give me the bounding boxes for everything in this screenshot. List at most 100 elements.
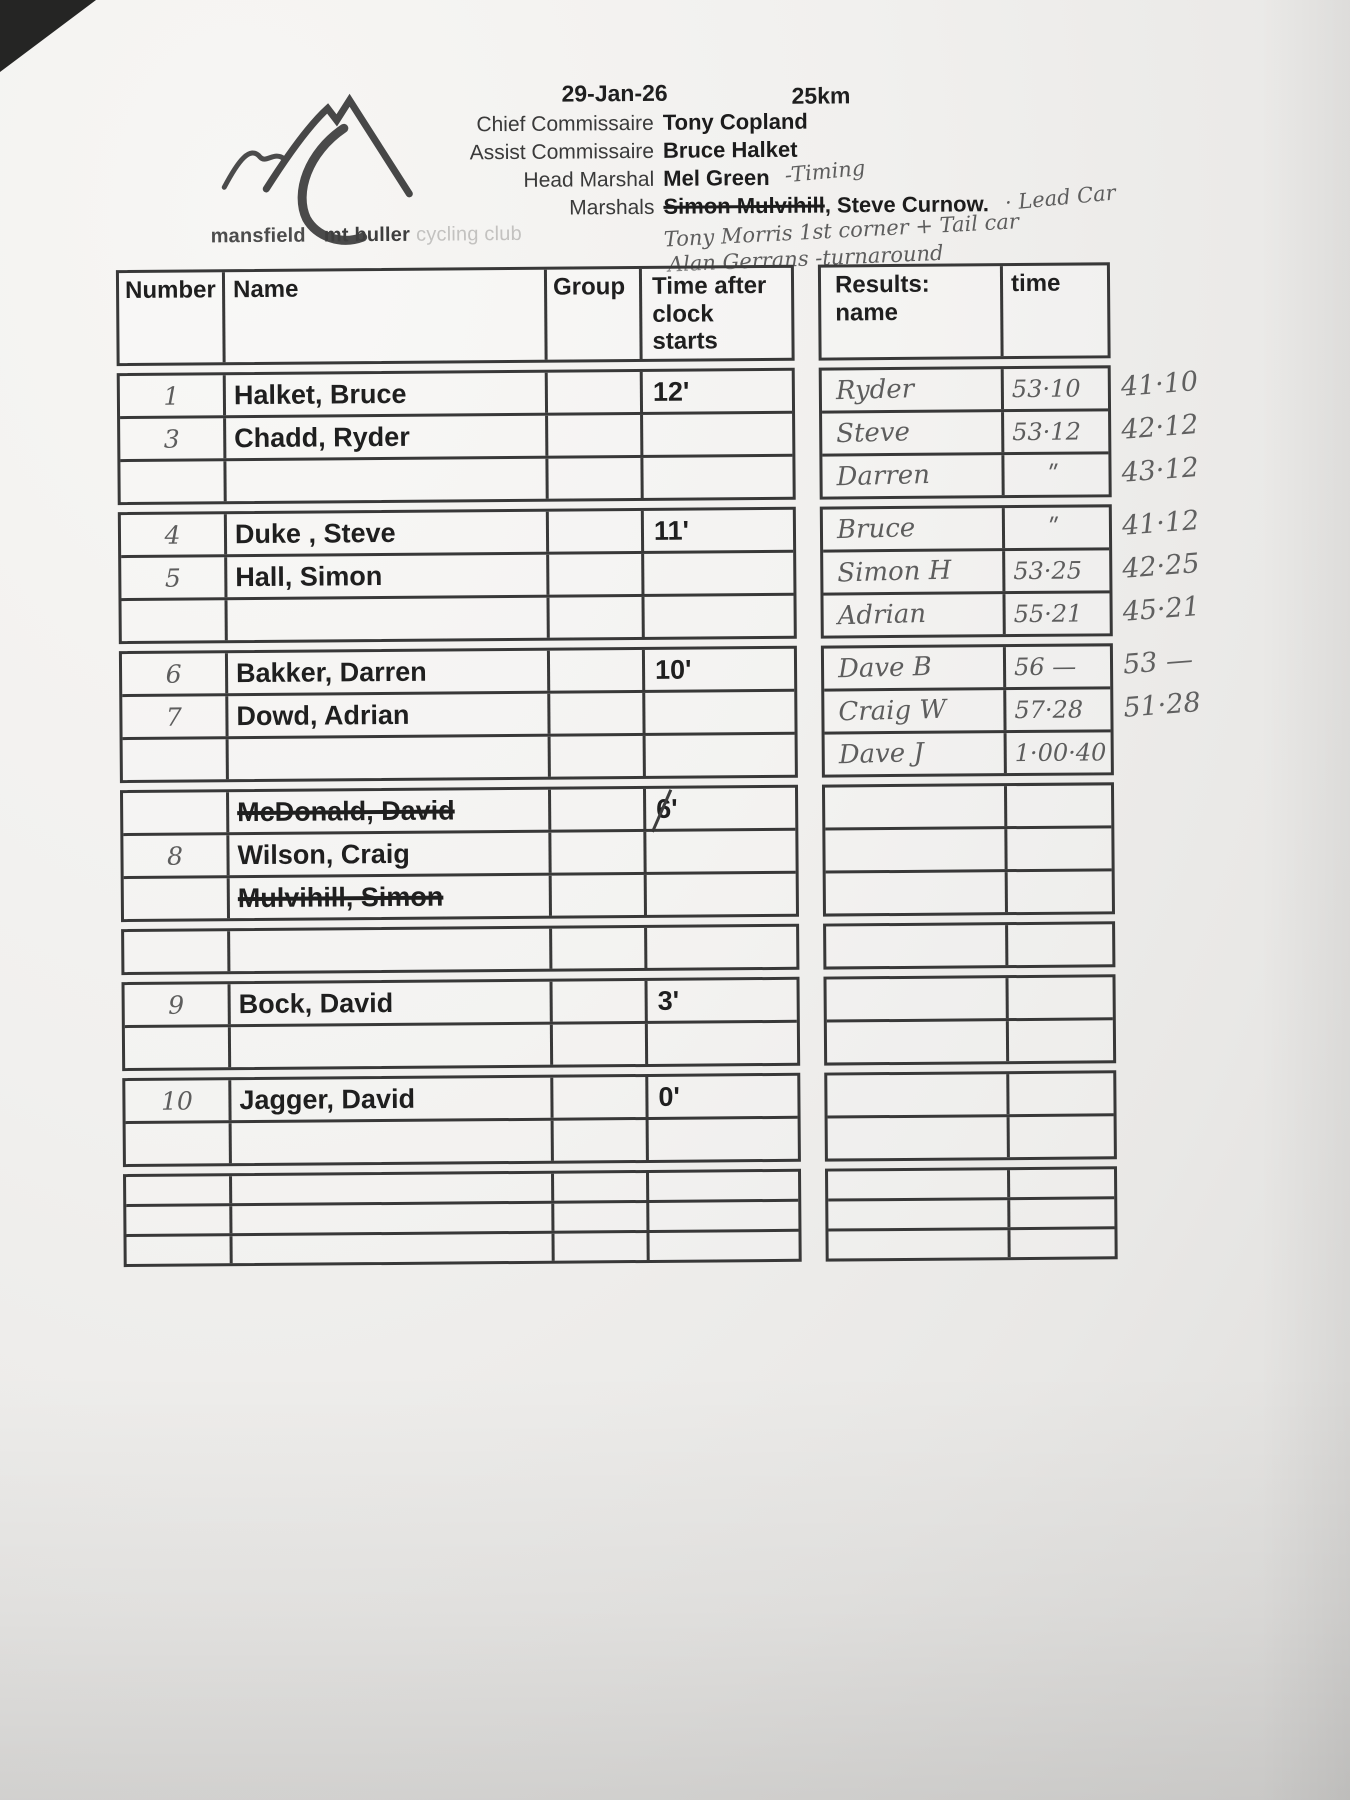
margin-net-time-note: 42·25 xyxy=(1121,547,1201,585)
margin-net-time-note: 41·10 xyxy=(1119,365,1200,403)
result-row xyxy=(828,1196,1115,1229)
result-name-cell xyxy=(825,872,1008,914)
start-offset-cell xyxy=(649,1202,798,1230)
rider-name-cell: Jagger, David xyxy=(231,1077,554,1121)
start-offset: 12' xyxy=(652,376,690,407)
rider-name-cell: Hall, Simon xyxy=(227,554,550,598)
club-logo-text: mansfield mt buller cycling club xyxy=(211,223,522,248)
start-row: 9 Bock, David 3' xyxy=(124,980,797,1026)
header-group: Group xyxy=(546,268,643,360)
result-time-handwritten: 53·10 xyxy=(1011,374,1081,404)
header-results-time: time xyxy=(1010,269,1061,298)
result-time-cell xyxy=(1009,1073,1113,1114)
group-cell xyxy=(552,1023,649,1065)
group-cell xyxy=(554,1202,650,1231)
results-table-body: 41·10 Ryder 53·10 42·12 Steve 53·12 43·12 Darre… xyxy=(818,365,1202,1262)
start-row xyxy=(126,1228,799,1265)
result-name-cell: Dave B xyxy=(823,647,1007,689)
rider-name-cell xyxy=(228,736,551,780)
rider-number-cell xyxy=(122,739,229,781)
result-time-cell xyxy=(1010,1169,1114,1197)
group-cell xyxy=(547,371,644,413)
result-time-handwritten: 57·28 xyxy=(1014,695,1084,725)
result-row: 42·25 Simon H 53·25 xyxy=(823,547,1201,593)
result-name-handwritten: Dave B xyxy=(837,651,933,685)
result-time-cell xyxy=(1008,871,1112,912)
rider-name: Chadd, Ryder xyxy=(234,421,410,453)
result-row xyxy=(825,868,1112,914)
rider-name-cell: Wilson, Craig xyxy=(229,832,552,876)
margin-net-time-note: 42·12 xyxy=(1120,408,1200,446)
results-row-group: 41·10 Ryder 53·10 42·12 Steve 53·12 43·12 Darre… xyxy=(818,365,1200,500)
result-time-cell xyxy=(1010,1199,1114,1227)
rider-name-cell xyxy=(230,1024,554,1068)
start-offset-cell: 11' xyxy=(644,510,793,551)
start-offset-cell: 0' xyxy=(648,1076,797,1117)
rider-number-cell: 10 xyxy=(125,1080,232,1122)
group-cell xyxy=(554,1172,650,1201)
result-time-cell xyxy=(1007,785,1111,826)
result-name-cell xyxy=(827,1074,1010,1116)
result-row xyxy=(826,1017,1114,1063)
result-name-cell: Craig W xyxy=(824,690,1007,732)
logo-word-mansfield: mansfield xyxy=(210,224,306,248)
result-time-cell: ʺ xyxy=(1004,454,1108,495)
mountain-logo-icon xyxy=(221,93,413,245)
result-time-handwritten: 53·12 xyxy=(1012,417,1082,447)
start-offset: 0' xyxy=(658,1081,680,1112)
result-time-cell xyxy=(1010,1116,1114,1157)
start-offset: 10' xyxy=(654,654,692,685)
rider-name-cell: Halket, Bruce xyxy=(225,372,549,416)
start-row-group: 9 Bock, David 3' xyxy=(121,976,801,1072)
group-cell xyxy=(553,1076,649,1118)
start-offset-cell xyxy=(645,692,794,733)
photo-right-shadow xyxy=(1260,0,1350,1800)
rider-number-handwritten: 3 xyxy=(163,424,180,454)
start-offset-cell xyxy=(646,735,795,776)
start-list-table: Number Name Group Time after clock start… xyxy=(115,264,802,1268)
start-offset-cell xyxy=(649,1119,798,1160)
start-row: McDonald, David 6' xyxy=(123,788,795,834)
start-offset-cell: 10' xyxy=(645,649,794,690)
result-name-cell: Dave J xyxy=(824,733,1007,775)
result-name-cell xyxy=(828,1200,1011,1229)
rider-name: McDonald, David xyxy=(237,794,455,827)
rider-number-cell xyxy=(126,1236,233,1265)
rider-number-cell xyxy=(120,461,227,503)
result-row xyxy=(826,924,1112,967)
start-row: 3 Chadd, Ryder xyxy=(120,410,793,460)
rider-number-cell xyxy=(124,1027,232,1069)
start-row-group xyxy=(121,923,800,976)
photo-bottom-shadow xyxy=(0,1370,1350,1800)
result-name-cell: Darren xyxy=(822,455,1005,497)
start-row xyxy=(122,731,795,781)
result-time-cell xyxy=(1008,924,1112,965)
rider-number-cell: 9 xyxy=(124,984,231,1026)
rider-number-cell: 1 xyxy=(119,375,227,417)
result-name-handwritten: Steve xyxy=(835,417,911,450)
logo-word-mtbuller: mt buller xyxy=(323,223,411,247)
rider-number-handwritten: 7 xyxy=(165,702,182,732)
rider-name-cell: Bock, David xyxy=(230,981,553,1025)
results-table: Results: name time 41·10 Ryder 53·10 42·12 S… xyxy=(817,262,1202,1262)
rider-name-cell xyxy=(227,597,550,641)
result-name-cell: Simon H xyxy=(823,551,1006,593)
official-role-label: Marshals xyxy=(569,195,655,220)
officials-block: Chief Commissaire Tony Copland Assist Comm… xyxy=(0,106,1200,227)
result-name-handwritten: Ryder xyxy=(835,374,915,407)
results-row-group xyxy=(821,782,1115,917)
official-name-struck: Simon Mulvihill xyxy=(663,192,825,219)
results-table-header: Results: name time xyxy=(817,262,1111,361)
rider-number-handwritten: 9 xyxy=(168,990,185,1020)
result-name-handwritten: Adrian xyxy=(837,598,927,632)
start-row: 10 Jagger, David 0' xyxy=(125,1076,797,1122)
result-time-handwritten: ʺ xyxy=(1047,460,1060,489)
start-row: 8 Wilson, Craig xyxy=(123,827,796,877)
result-row xyxy=(825,825,1112,871)
rider-name-cell xyxy=(231,1120,554,1164)
start-offset: 6' xyxy=(656,793,678,824)
result-row xyxy=(824,785,1111,828)
start-row xyxy=(120,453,793,503)
group-cell xyxy=(549,649,646,691)
result-time-handwritten: 53·25 xyxy=(1013,556,1083,586)
